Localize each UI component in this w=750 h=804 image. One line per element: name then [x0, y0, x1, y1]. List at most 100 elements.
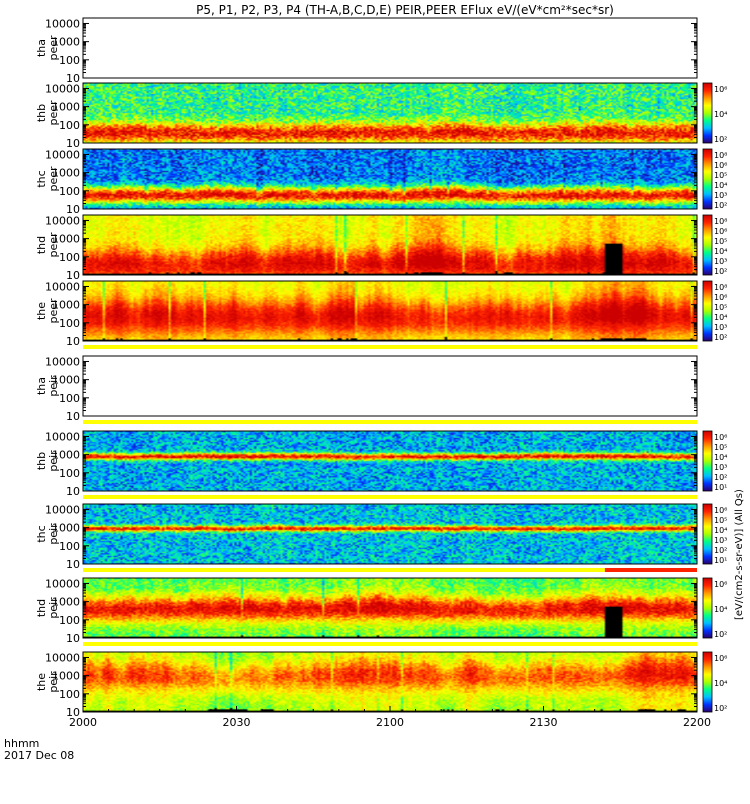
y-tick-label: 100: [59, 251, 80, 264]
y-tick-label: 10: [66, 203, 80, 216]
colorbar-tick-label: 10²: [714, 546, 727, 555]
spectrogram-image: [83, 578, 697, 638]
y-tick-label: 10000: [45, 651, 80, 664]
colorbar-tick-label: 10⁸: [714, 217, 727, 226]
colorbar-tick-label: 10⁶: [714, 433, 727, 442]
colorbar-tick-label: 10⁵: [714, 516, 727, 525]
panel-label-probe: thc: [35, 525, 48, 542]
colorbar-tick-label: 10²: [714, 473, 727, 482]
y-tick-label: 10000: [45, 17, 80, 30]
colorbar-tick-label: 10⁴: [714, 605, 727, 614]
x-tick-label: 2100: [376, 716, 404, 729]
gap-band: [83, 420, 697, 424]
colorbar: [702, 430, 713, 492]
colorbar-tick-label: 10⁴: [714, 453, 727, 462]
panel-label-probe: the: [35, 302, 48, 320]
x-tick-label: 2130: [530, 716, 558, 729]
y-tick-label: 10000: [45, 148, 80, 161]
colorbar-tick-label: 10⁶: [714, 161, 727, 170]
y-tick-label: 10: [66, 269, 80, 282]
y-tick-label: 1000: [52, 299, 80, 312]
y-tick-label: 100: [59, 54, 80, 67]
y-tick-label: 10000: [45, 280, 80, 293]
spectrogram-image: [83, 83, 697, 143]
y-tick-label: 100: [59, 688, 80, 701]
colorbar-tick-label: 10²: [714, 333, 727, 342]
spectrogram-image: [83, 504, 697, 564]
panel-label-probe: thd: [35, 599, 48, 617]
x-axis-label-date: 2017 Dec 08: [4, 749, 74, 762]
y-tick-label: 100: [59, 614, 80, 627]
spectrogram-image: [83, 149, 697, 209]
panel-label-instrument: peir: [47, 450, 60, 472]
panel-thd-peir: 10 100 1000 10000 thd peir 10⁶ 10⁴ 10²: [35, 577, 727, 646]
colorbar-unit-label: [eV/(cm2-s-sr-eV)] (All Qs): [734, 489, 745, 620]
panel-tha-peer: 10 100 1000 10000 tha peer: [35, 17, 698, 85]
y-tick-label: 1000: [52, 167, 80, 180]
y-tick-label: 10000: [45, 577, 80, 590]
panel-label-instrument: peir: [47, 375, 60, 397]
y-tick-label: 10: [66, 72, 80, 85]
red-status-bar: [604, 568, 697, 572]
x-tick-label: 2200: [683, 716, 711, 729]
gap-band: [83, 568, 697, 572]
panel-label-instrument: peir: [47, 597, 60, 619]
panel-label-probe: thb: [35, 104, 48, 122]
panel-label-instrument: peer: [47, 298, 60, 324]
panel-frame: [82, 148, 698, 210]
y-tick-label: 10: [66, 558, 80, 571]
y-tick-label: 100: [59, 392, 80, 405]
y-tick-label: 10: [66, 335, 80, 348]
panel-tha-peir: 10 100 1000 10000 tha peir: [35, 355, 698, 424]
spectrogram-image: [83, 431, 697, 491]
chart-title: P5, P1, P2, P3, P4 (TH-A,B,C,D,E) PEIR,P…: [196, 3, 614, 17]
colorbar-tick-label: 10⁵: [714, 443, 727, 452]
y-tick-label: 10000: [45, 430, 80, 443]
gap-band: [83, 345, 697, 349]
colorbar-tick-label: 10²: [714, 630, 727, 639]
spectrogram-image: [83, 652, 697, 712]
y-tick-label: 100: [59, 185, 80, 198]
colorbar-tick-label: 10⁸: [714, 283, 727, 292]
colorbar-tick-label: 10¹: [714, 556, 727, 565]
colorbar-tick-label: 10¹: [714, 483, 727, 492]
panel-frame: [82, 355, 698, 417]
colorbar-tick-label: 10³: [714, 191, 727, 200]
panel-frame: [82, 280, 698, 342]
y-tick-label: 1000: [52, 596, 80, 609]
y-tick-label: 10000: [45, 82, 80, 95]
y-tick-label: 10: [66, 706, 80, 719]
y-tick-label: 1000: [52, 101, 80, 114]
colorbar-tick-label: 10⁵: [714, 171, 727, 180]
colorbar-tick-label: 10⁶: [714, 506, 727, 515]
y-tick-label: 1000: [52, 36, 80, 49]
y-tick-label: 1000: [52, 374, 80, 387]
colorbar-tick-label: 10⁸: [714, 151, 727, 160]
colorbar: [702, 214, 713, 276]
panel-label-instrument: peir: [47, 523, 60, 545]
colorbar: [702, 148, 713, 210]
y-tick-label: 1000: [52, 670, 80, 683]
panel-label-probe: tha: [35, 377, 48, 395]
colorbar: [702, 503, 713, 565]
colorbar: [702, 577, 713, 639]
x-tick-label: 2000: [69, 716, 97, 729]
y-tick-label: 10: [66, 485, 80, 498]
panel-label-probe: the: [35, 673, 48, 691]
y-tick-label: 100: [59, 540, 80, 553]
y-tick-label: 10000: [45, 355, 80, 368]
colorbar-tick-label: 10²: [714, 267, 727, 276]
colorbar-tick-label: 10³: [714, 536, 727, 545]
y-tick-label: 100: [59, 317, 80, 330]
panel-label-instrument: peer: [47, 35, 60, 61]
y-tick-label: 1000: [52, 522, 80, 535]
colorbar-tick-label: 10⁵: [714, 237, 727, 246]
colorbar-tick-label: 10²: [714, 704, 727, 713]
y-tick-label: 10: [66, 410, 80, 423]
y-tick-label: 100: [59, 467, 80, 480]
